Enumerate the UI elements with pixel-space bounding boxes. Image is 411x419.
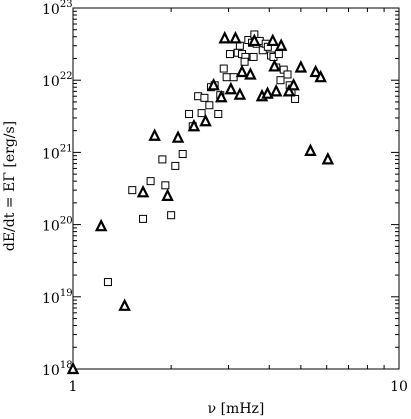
triangle-point — [266, 33, 280, 47]
data-points — [66, 30, 335, 375]
x-tick-label: 10 — [390, 379, 408, 395]
square-point — [128, 186, 137, 195]
triangle-point — [269, 83, 283, 97]
square-point — [276, 76, 285, 85]
square-point — [139, 214, 148, 223]
triangle-point — [148, 128, 161, 141]
y-tick-label: 1020 — [42, 216, 73, 235]
y-tick-label: 1023 — [42, 0, 73, 18]
square-point — [178, 150, 187, 159]
square-point — [274, 50, 283, 59]
triangle-point — [207, 77, 220, 91]
triangle-point — [294, 60, 308, 73]
square-point — [171, 161, 180, 170]
triangle-point — [274, 38, 288, 51]
square-point — [200, 93, 209, 102]
triangle-point — [214, 89, 228, 103]
triangle-point — [314, 69, 327, 83]
square-point — [161, 181, 170, 190]
triangle-point — [187, 118, 201, 132]
square-point — [167, 211, 176, 220]
triangle-point — [229, 30, 242, 44]
y-axis-label: dE/dt = EΓ [erg/s] — [2, 121, 18, 251]
x-tick-label: 1 — [69, 379, 78, 395]
triangle-point — [233, 87, 247, 100]
triangle-point — [261, 86, 274, 99]
triangle-point — [94, 218, 108, 232]
triangle-point — [199, 113, 212, 127]
square-point — [225, 50, 234, 59]
square-point — [283, 70, 292, 79]
square-point — [197, 109, 206, 118]
triangle-point — [304, 143, 317, 156]
square-point — [103, 278, 112, 287]
triangle-point — [248, 33, 261, 47]
tick-labels: 1 10 1018 1019 1020 1021 1022 1023 — [42, 0, 408, 395]
triangle-point — [235, 64, 249, 78]
y-tick-label: 1018 — [42, 360, 73, 379]
square-point — [291, 94, 300, 103]
triangle-point — [66, 361, 80, 375]
triangle-point — [244, 67, 257, 80]
square-point — [205, 101, 214, 110]
square-point — [219, 64, 228, 73]
triangle-point — [218, 30, 231, 44]
square-point — [146, 177, 155, 186]
square-point — [229, 73, 238, 82]
triangle-point — [321, 151, 335, 165]
square-point — [185, 110, 194, 119]
triangle-point — [136, 184, 150, 198]
y-tick-label: 1022 — [42, 71, 73, 90]
triangle-point — [282, 83, 296, 97]
square-point — [222, 73, 231, 82]
axis-ticks — [72, 7, 400, 370]
square-point — [240, 57, 249, 66]
square-point — [249, 52, 258, 61]
triangle-point — [224, 81, 238, 95]
triangle-point — [287, 77, 300, 91]
x-axis-label: ν [mHz] — [208, 401, 265, 417]
triangle-point — [268, 58, 281, 72]
square-point — [214, 110, 223, 119]
triangle-point — [309, 64, 322, 78]
triangle-point — [171, 130, 185, 143]
triangle-point — [161, 188, 174, 201]
plot-frame — [72, 7, 400, 370]
square-point — [158, 155, 167, 164]
triangle-point — [118, 298, 131, 311]
y-tick-label: 1019 — [42, 288, 73, 307]
y-tick-label: 1021 — [42, 143, 73, 162]
